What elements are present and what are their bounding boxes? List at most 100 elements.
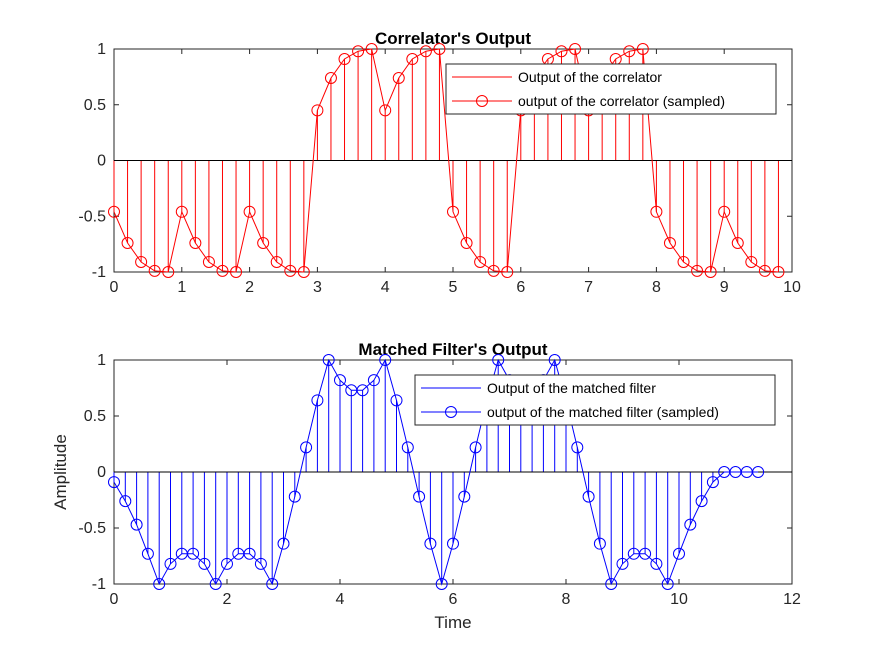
x-tick-label: 9 [720, 279, 729, 296]
stem-marker [706, 476, 719, 489]
legend-label: output of the correlator (sampled) [518, 93, 725, 109]
stem-marker [677, 255, 690, 268]
stem-marker [650, 557, 663, 570]
stem-marker [121, 237, 134, 250]
legend-marker-swatch [445, 406, 457, 418]
x-tick-label: 0 [110, 279, 119, 296]
x-tick-label: 2 [223, 591, 232, 608]
legend-label: Output of the correlator [518, 69, 662, 85]
stem-marker [401, 441, 414, 454]
stem-marker [379, 104, 392, 117]
stem-marker [424, 537, 437, 550]
stem-marker [704, 266, 717, 278]
y-tick-label: 0 [97, 464, 106, 481]
chart-title: Matched Filter's Output [358, 340, 547, 359]
stem-marker [135, 255, 148, 268]
stem-marker [365, 43, 378, 55]
stem-marker [684, 518, 697, 531]
stem-marker [492, 354, 505, 366]
stem-marker [367, 374, 380, 387]
legend-box [445, 63, 777, 115]
stem-marker [447, 537, 459, 550]
stem-marker [270, 255, 283, 268]
stem-marker [623, 45, 636, 58]
y-tick-label: 0 [97, 153, 106, 170]
correlator-plot: 0 1 2 3 4 5 6 7 8 9 10 -1 -0.5 0 0.5 1 Correlator's Outp… [78, 29, 801, 296]
stem-marker [130, 518, 143, 531]
x-tick-label: 12 [783, 591, 801, 608]
stem-marker [419, 45, 432, 58]
stem-marker [548, 354, 561, 366]
stem-marker [379, 354, 392, 366]
stem-marker [164, 557, 177, 570]
stem-marker [636, 43, 649, 55]
x-tick-label: 3 [313, 279, 322, 296]
y-tick-label: -0.5 [78, 520, 106, 537]
x-tick-label: 1 [177, 279, 186, 296]
stem-marker [582, 490, 595, 503]
stem-marker [221, 557, 233, 570]
stem-marker [284, 264, 297, 277]
stem-marker [148, 264, 161, 277]
stem-marker [458, 490, 471, 503]
y-tick-label: -1 [92, 264, 106, 281]
stem-marker [691, 264, 704, 277]
x-tick-label: 10 [670, 591, 688, 608]
stem-marker [731, 237, 744, 250]
stem-marker [616, 557, 629, 570]
stem-marker [593, 537, 606, 550]
y-axis-label: Amplitude [51, 434, 70, 510]
stem-marker [209, 578, 222, 590]
stem-marker [338, 53, 351, 66]
legend-box [414, 374, 776, 426]
x-tick-label: 0 [110, 591, 119, 608]
stem-marker [435, 578, 448, 590]
stem-marker [108, 205, 120, 218]
x-tick-label: 4 [336, 591, 345, 608]
legend-label: output of the matched filter (sampled) [487, 404, 719, 420]
stem-marker [324, 71, 337, 84]
y-tick-label: 0.5 [84, 97, 106, 114]
stem-marker [216, 264, 229, 277]
x-tick-label: 10 [783, 279, 801, 296]
stem-marker [758, 264, 771, 277]
stem-marker [447, 205, 459, 218]
stem-marker [661, 578, 674, 590]
stem-marker [266, 578, 279, 590]
stem-marker [571, 441, 584, 454]
stem-marker [695, 495, 708, 508]
stem-marker [390, 394, 403, 407]
stem-marker [639, 547, 652, 560]
stem-marker [718, 205, 731, 218]
stem-marker [501, 266, 514, 278]
stem-marker [187, 547, 200, 560]
stem-marker [555, 45, 568, 58]
x-axis-label: Time [434, 613, 471, 632]
y-tick-label: -0.5 [78, 208, 106, 225]
stem-marker [300, 441, 313, 454]
stem-marker [153, 578, 166, 590]
stem-marker [189, 237, 202, 250]
stem-marker [162, 266, 175, 278]
stem-marker [413, 490, 426, 503]
stem-marker [322, 354, 335, 366]
x-tick-label: 7 [584, 279, 593, 296]
stem-marker [474, 255, 487, 268]
y-tick-label: 1 [97, 352, 106, 369]
stem-marker [569, 43, 582, 55]
stem-marker [752, 466, 765, 478]
x-tick-label: 6 [516, 279, 525, 296]
stem-marker [230, 266, 243, 278]
stem-marker [108, 476, 120, 489]
stem-marker [392, 71, 405, 84]
stem-marker [119, 495, 132, 508]
stem-marker [673, 547, 685, 560]
stem-marker [406, 53, 419, 66]
chart-title: Correlator's Output [375, 29, 531, 48]
stem-marker [311, 394, 324, 407]
stem-marker [433, 43, 446, 55]
stem-marker [663, 237, 676, 250]
stem-marker [745, 255, 758, 268]
x-tick-label: 8 [652, 279, 661, 296]
